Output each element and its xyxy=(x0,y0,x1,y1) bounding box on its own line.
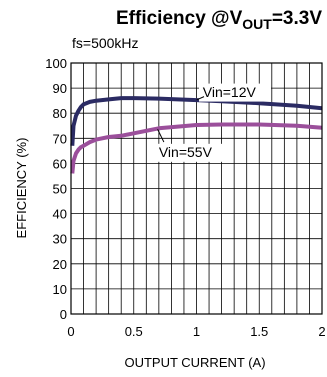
series-label-bg xyxy=(199,83,272,102)
series-labels: Vin=12V Vin=55V xyxy=(156,83,272,162)
series-label-bg xyxy=(156,143,229,162)
x-tick-label: 0.5 xyxy=(125,324,143,339)
series-line-vin-55v xyxy=(70,122,323,174)
series-lines xyxy=(70,96,323,174)
grid xyxy=(71,63,322,314)
y-tick-label: 80 xyxy=(53,106,67,121)
y-axis-label: EFFICIENCY (%) xyxy=(14,138,29,239)
y-tick-label: 50 xyxy=(53,182,67,197)
y-tick-label: 20 xyxy=(53,257,67,272)
y-tick-label: 30 xyxy=(53,232,67,247)
chart-title-main: Efficiency @V xyxy=(116,8,243,29)
x-tick-label: 1.5 xyxy=(250,324,268,339)
chart-title-subscript: OUT xyxy=(242,16,272,32)
y-tick-label: 90 xyxy=(53,81,67,96)
plot-frame xyxy=(70,62,323,315)
leader-line-vin-55v xyxy=(157,129,165,143)
y-tick-label: 70 xyxy=(53,131,67,146)
series-label-vin-55v: Vin=55V xyxy=(159,144,213,160)
chart-subtitle: fs=500kHz xyxy=(72,35,139,51)
x-axis-label: OUTPUT CURRENT (A) xyxy=(124,355,265,370)
chart-title-tail: =3.3V xyxy=(272,8,323,29)
y-tick-label: 60 xyxy=(53,156,67,171)
tick-labels: 0 10 20 30 40 50 60 70 80 90 100 0 0.5 1 1.5 2 xyxy=(45,56,325,339)
series-line-vin-12v xyxy=(70,96,323,146)
chart-title: Efficiency @VOUT=3.3V xyxy=(116,8,322,32)
y-tick-label: 0 xyxy=(60,307,67,322)
leader-line-vin-12v xyxy=(196,96,205,101)
x-tick-label: 0 xyxy=(67,324,74,339)
y-tick-label: 10 xyxy=(53,282,67,297)
x-tick-label: 2 xyxy=(318,324,325,339)
y-tick-label: 40 xyxy=(53,207,67,222)
x-tick-label: 1 xyxy=(193,324,200,339)
series-label-vin-12v: Vin=12V xyxy=(203,84,257,100)
y-tick-label: 100 xyxy=(45,56,67,71)
plot-border xyxy=(70,62,323,315)
